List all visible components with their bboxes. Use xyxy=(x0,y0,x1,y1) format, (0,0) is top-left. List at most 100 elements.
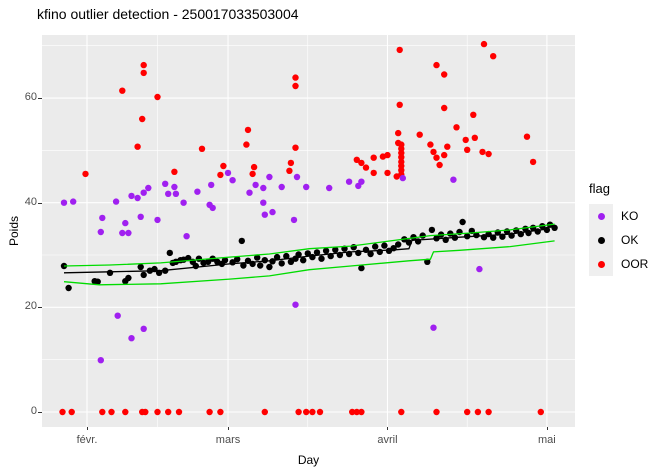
point-oor xyxy=(396,46,403,54)
point-oor xyxy=(462,136,469,144)
point-oor xyxy=(353,156,360,163)
point-oor xyxy=(490,53,497,60)
y-tick-mark xyxy=(38,412,42,413)
legend-key xyxy=(589,204,613,228)
point-oor xyxy=(122,408,129,416)
point-ko xyxy=(269,208,276,216)
point-ok xyxy=(414,238,422,245)
point-oor xyxy=(316,408,324,416)
plot-area xyxy=(42,35,575,427)
point-oor xyxy=(139,115,146,123)
point-oor xyxy=(249,170,256,178)
point-ok xyxy=(318,255,325,262)
point-ok xyxy=(372,243,379,250)
legend-item-ok: OK xyxy=(589,228,648,252)
point-ko xyxy=(125,229,132,237)
upper-bound-line xyxy=(63,223,555,267)
point-ok xyxy=(185,254,192,262)
point-ko xyxy=(358,178,365,185)
point-oor xyxy=(485,408,492,416)
point-ok xyxy=(459,218,466,226)
point-ko xyxy=(326,184,333,192)
point-oor xyxy=(464,146,471,153)
y-tick-label: 60 xyxy=(24,91,37,104)
point-ok xyxy=(355,249,362,257)
point-oor xyxy=(261,408,268,416)
point-ko xyxy=(97,228,104,236)
legend-items: KO OK OOR xyxy=(589,204,648,276)
point-ko xyxy=(266,173,273,181)
point-ko xyxy=(128,192,135,200)
point-oor xyxy=(471,134,478,141)
point-ko xyxy=(140,189,147,196)
point-ok xyxy=(273,253,281,261)
point-oor xyxy=(286,167,293,174)
point-oor xyxy=(537,408,544,416)
point-ko xyxy=(430,324,437,331)
point-ko xyxy=(70,198,77,205)
point-oor xyxy=(464,408,471,416)
x-tick-mark xyxy=(228,427,230,430)
point-ok xyxy=(428,226,436,234)
x-tick-mark xyxy=(87,427,88,430)
point-oor xyxy=(358,408,365,416)
point-oor xyxy=(250,163,258,171)
x-tick-mark xyxy=(546,427,548,430)
point-oor xyxy=(398,154,405,161)
point-ko xyxy=(345,178,353,185)
point-ok xyxy=(254,254,261,261)
point-oor xyxy=(384,151,391,159)
point-ko xyxy=(145,184,152,192)
point-ko xyxy=(122,219,129,227)
point-oor xyxy=(441,151,448,159)
x-tick-label: mars xyxy=(215,434,241,446)
point-oor xyxy=(82,170,89,178)
point-oor xyxy=(480,40,488,48)
point-oor xyxy=(430,148,437,156)
point-oor xyxy=(165,408,172,416)
point-ko xyxy=(99,214,106,222)
point-oor xyxy=(140,61,147,69)
point-ok xyxy=(551,224,558,231)
point-oor xyxy=(362,164,370,171)
plot-panel xyxy=(42,35,575,427)
point-ko xyxy=(229,177,236,184)
point-ko xyxy=(97,357,104,364)
legend-title: flag xyxy=(589,181,610,196)
point-ko xyxy=(172,190,180,197)
point-ok xyxy=(221,257,229,264)
point-oor xyxy=(287,159,295,167)
point-ok xyxy=(447,230,454,237)
point-ok xyxy=(234,256,241,263)
point-ko xyxy=(278,183,285,191)
point-ko xyxy=(183,233,190,240)
chart-title: kfino outlier detection - 25001703350300… xyxy=(37,6,299,22)
x-tick-label: févr. xyxy=(76,434,98,446)
point-ok xyxy=(94,278,101,285)
legend-item-ko: KO xyxy=(589,204,648,228)
point-ko xyxy=(252,181,259,189)
point-oor xyxy=(441,104,448,112)
point-oor xyxy=(353,408,360,416)
point-ok xyxy=(65,284,72,292)
point-ko xyxy=(292,301,299,308)
point-ok xyxy=(309,253,316,261)
point-ko xyxy=(128,335,135,342)
point-oor xyxy=(453,124,460,131)
point-oor xyxy=(529,158,537,166)
point-ok xyxy=(140,271,147,279)
point-oor xyxy=(154,93,161,101)
point-oor xyxy=(198,145,206,152)
point-oor xyxy=(154,408,161,416)
point-ko xyxy=(209,204,216,212)
point-ok xyxy=(204,258,212,265)
point-ko xyxy=(246,189,253,196)
point-ko xyxy=(119,229,126,237)
point-ko xyxy=(260,184,267,192)
point-ko xyxy=(112,198,120,205)
ok-dot-icon xyxy=(597,236,605,244)
point-oor xyxy=(479,148,486,156)
point-ok xyxy=(287,258,295,265)
point-oor xyxy=(119,87,126,94)
point-ok xyxy=(261,257,268,264)
